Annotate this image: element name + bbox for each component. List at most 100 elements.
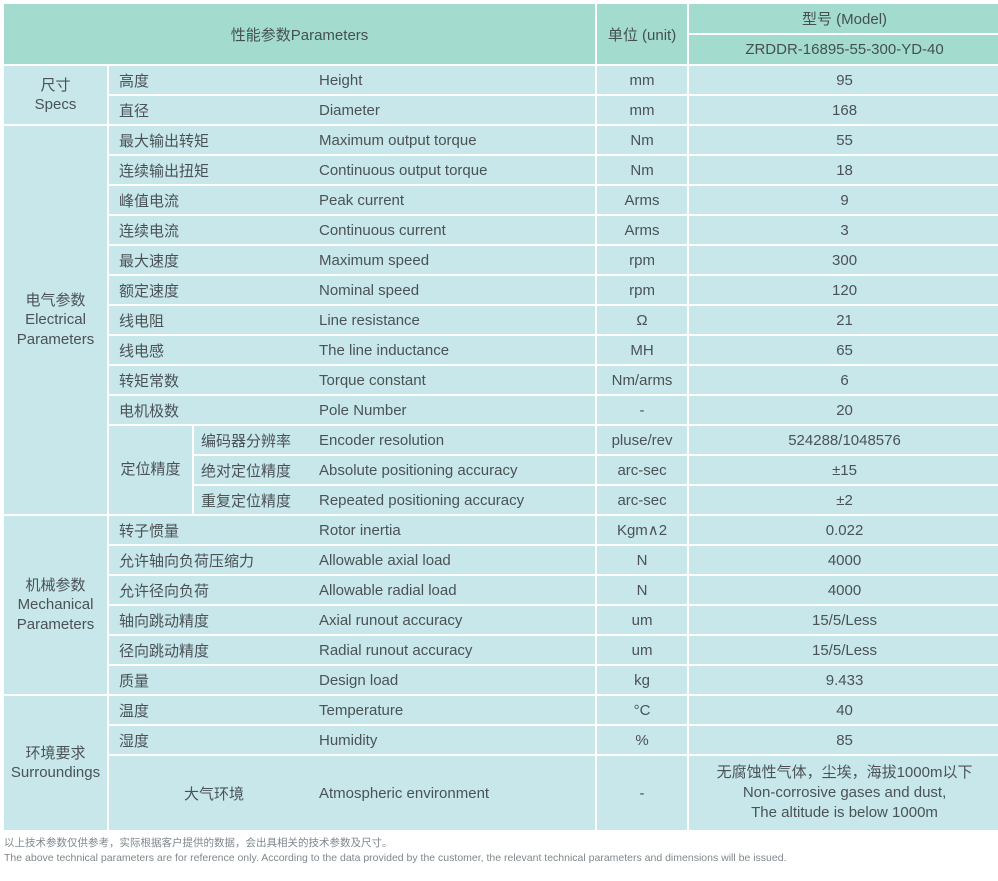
value-cell: 55	[687, 124, 998, 156]
param-name-cn: 连续电流	[119, 222, 180, 240]
param-label-cell: 峰值电流 Peak current	[106, 184, 598, 216]
param-name-en: Height	[319, 71, 363, 89]
param-name-en: Torque constant	[319, 371, 426, 389]
param-name-cn: 峰值电流	[119, 192, 180, 210]
table-row: 定位精度 编码器分辨率 Encoder resolution pluse/rev …	[3, 424, 998, 516]
unit-cell: kg	[595, 664, 690, 696]
table-row: 质量 Design load kg 9.433	[3, 664, 998, 696]
param-name-en: Absolute positioning accuracy	[319, 461, 518, 479]
value-cell: 524288/1048576	[687, 424, 998, 456]
table-row: 线电阻 Line resistance Ω 21	[3, 304, 998, 336]
value-cell: 0.022	[687, 514, 998, 546]
value-cell: 85	[687, 724, 998, 756]
param-label-cell: 连续输出扭矩 Continuous output torque	[106, 154, 598, 186]
param-label-cell: 转子惯量 Rotor inertia	[106, 514, 598, 546]
param-name-en: Maximum output torque	[319, 131, 477, 149]
param-label-cell: 连续电流 Continuous current	[106, 214, 598, 246]
param-name-cn: 重复定位精度	[201, 492, 292, 510]
unit-cell: um	[595, 634, 690, 666]
param-label-cell: 直径 Diameter	[106, 94, 598, 126]
param-name-cn: 最大输出转矩	[119, 132, 210, 150]
unit-cell: N	[595, 544, 690, 576]
param-name-en: Pole Number	[319, 401, 407, 419]
param-label-cell: 高度 Height	[106, 64, 598, 96]
param-label-cell: 湿度 Humidity	[106, 724, 598, 756]
param-name-en: Repeated positioning accuracy	[319, 491, 525, 509]
param-name-cn: 最大速度	[119, 252, 180, 270]
param-name-en: Continuous current	[319, 221, 446, 239]
unit-cell: rpm	[595, 274, 690, 306]
footer-note-en: The above technical parameters are for r…	[4, 851, 787, 864]
unit-cell: Kgm∧2	[595, 514, 690, 546]
table-row: 额定速度 Nominal speed rpm 120	[3, 274, 998, 306]
param-label-cell: 重复定位精度 Repeated positioning accuracy	[191, 484, 598, 516]
param-name-en: Allowable axial load	[319, 551, 451, 569]
table-row: 允许径向负荷 Allowable radial load N 4000	[3, 574, 998, 606]
param-label-cell: 最大输出转矩 Maximum output torque	[106, 124, 598, 156]
unit-cell: °C	[595, 694, 690, 726]
param-label-cell: 允许轴向负荷压缩力 Allowable axial load	[106, 544, 598, 576]
value-cell: 15/5/Less	[687, 634, 998, 666]
value-cell: ±2	[687, 484, 998, 516]
param-label-cell: 最大速度 Maximum speed	[106, 244, 598, 276]
value-line: 无腐蚀性气体，尘埃，海拔1000m以下	[716, 763, 973, 781]
unit-cell: %	[595, 724, 690, 756]
param-name-en: Line resistance	[319, 311, 420, 329]
table-row: 环境要求 Surroundings 温度 Temperature °C 40	[2, 694, 998, 832]
value-cell: 40	[687, 694, 998, 726]
unit-cell: Nm/arms	[595, 364, 690, 396]
section-name-cn: 机械参数	[25, 576, 86, 594]
value-cell: 15/5/Less	[687, 604, 998, 636]
value-cell: ±15	[687, 454, 998, 486]
param-label-cell: 额定速度 Nominal speed	[106, 274, 598, 306]
param-label-cell: 绝对定位精度 Absolute positioning accuracy	[191, 454, 598, 486]
section-cell-electrical: 电气参数 Electrical Parameters	[2, 124, 109, 516]
value-cell: 无腐蚀性气体，尘埃，海拔1000m以下 Non-corrosive gases …	[687, 754, 998, 832]
table-row: 机械参数 Mechanical Parameters 转子惯量 Rotor ine…	[2, 514, 998, 696]
section-name-cn: 环境要求	[25, 744, 86, 762]
value-cell: 300	[687, 244, 998, 276]
table-row: 尺寸 Specs 高度 Height mm 95	[2, 64, 998, 126]
param-name-en: Axial runout accuracy	[319, 611, 463, 629]
unit-cell: rpm	[595, 244, 690, 276]
unit-cell: arc-sec	[595, 454, 690, 486]
param-name-cn: 编码器分辨率	[201, 432, 292, 450]
table-row: 峰值电流 Peak current Arms 9	[3, 184, 998, 216]
unit-header: 单位 (unit)	[595, 2, 690, 66]
param-label-cell: 轴向跳动精度 Axial runout accuracy	[106, 604, 598, 636]
section-cell-surroundings: 环境要求 Surroundings	[2, 694, 109, 832]
param-name-en: Rotor inertia	[319, 521, 401, 539]
table-row: 转矩常数 Torque constant Nm/arms 6	[3, 364, 998, 396]
param-name-cn: 连续输出扭矩	[119, 162, 210, 180]
param-name-cn: 允许轴向负荷压缩力	[119, 552, 255, 570]
param-name-en: Maximum speed	[319, 251, 430, 269]
param-label-cell: 质量 Design load	[106, 664, 598, 696]
footer-notes: 以上技术参数仅供参考，实际根据客户提供的数据，会出具相关的技术参数及尺寸。 Th…	[0, 832, 998, 865]
value-cell: 4000	[687, 544, 998, 576]
table-row: 线电感 The line inductance MH 65	[3, 334, 998, 366]
model-value: ZRDDR-16895-55-300-YD-40	[687, 33, 998, 66]
param-name-cn: 线电阻	[119, 312, 165, 330]
param-name-cn: 温度	[119, 702, 150, 720]
param-label-cell: 大气环境 Atmospheric environment	[106, 754, 598, 832]
footer-note-cn: 以上技术参数仅供参考，实际根据客户提供的数据，会出具相关的技术参数及尺寸。	[4, 837, 393, 849]
param-name-en: Temperature	[319, 701, 404, 719]
header-row-model: ZRDDR-16895-55-300-YD-40	[3, 33, 998, 66]
param-name-cn: 大气环境	[183, 785, 244, 803]
unit-cell: Nm	[595, 154, 690, 186]
param-label-cell: 允许径向负荷 Allowable radial load	[106, 574, 598, 606]
table-row: 绝对定位精度 Absolute positioning accuracy arc-…	[3, 454, 998, 486]
value-cell: 9.433	[687, 664, 998, 696]
unit-cell: -	[595, 754, 690, 832]
param-name-en: Design load	[319, 671, 399, 689]
value-line: Non-corrosive gases and dust,	[742, 783, 947, 801]
unit-cell: mm	[595, 94, 690, 126]
param-name-en: Diameter	[319, 101, 380, 119]
unit-cell: Nm	[595, 124, 690, 156]
section-name-en: Mechanical Parameters	[16, 596, 95, 633]
table-row: 连续电流 Continuous current Arms 3	[3, 214, 998, 246]
param-name-en: Allowable radial load	[319, 581, 457, 599]
value-cell: 18	[687, 154, 998, 186]
value-cell: 120	[687, 274, 998, 306]
unit-cell: MH	[595, 334, 690, 366]
